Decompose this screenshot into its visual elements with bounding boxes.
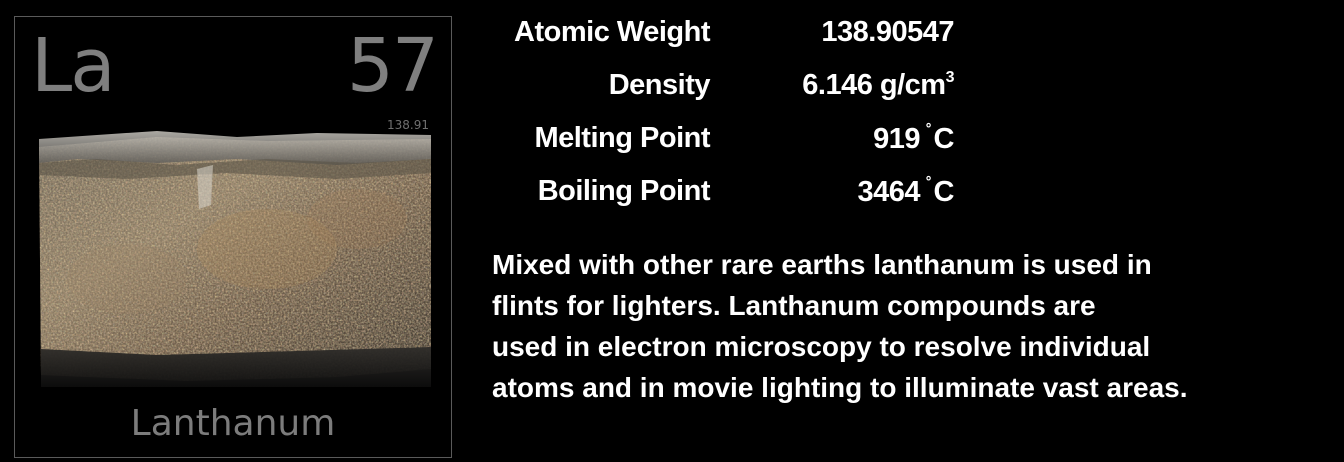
melting-point-unit: C <box>933 123 955 155</box>
density-superscript: 3 <box>945 69 955 86</box>
element-description: Mixed with other rare earths lanthanum i… <box>492 244 1312 408</box>
description-line: Mixed with other rare earths lanthanum i… <box>492 249 1152 280</box>
property-row-boiling-point: Boiling Point 3464 ˚C <box>480 169 960 222</box>
property-row-density: Density 6.146 g/cm3 <box>480 63 960 116</box>
property-row-melting-point: Melting Point 919 ˚C <box>480 116 960 169</box>
description-line: used in electron microscopy to resolve i… <box>492 331 1151 362</box>
density-value: 6.146 g/cm <box>802 69 946 101</box>
boiling-point-value: 3464 <box>857 176 921 208</box>
element-sample-image <box>39 131 431 387</box>
atomic-weight-value: 138.90547 <box>821 16 954 48</box>
atomic-number: 57 <box>346 23 439 109</box>
property-row-atomic-weight: Atomic Weight 138.90547 <box>480 10 960 63</box>
melting-point-label: Melting Point <box>534 122 710 154</box>
properties-table: Atomic Weight 138.90547 Density 6.146 g/… <box>480 10 960 222</box>
element-tile: La 57 138.91 <box>14 16 452 458</box>
degree-mark: ˚ <box>926 122 932 142</box>
description-line: atoms and in movie lighting to illuminat… <box>492 372 1188 403</box>
description-line: flints for lighters. Lanthanum compounds… <box>492 290 1096 321</box>
melting-point-value: 919 <box>873 123 921 155</box>
boiling-point-value-group: 3464 ˚C <box>857 175 955 209</box>
degree-mark: ˚ <box>926 175 932 195</box>
density-value-group: 6.146 g/cm3 <box>802 69 954 102</box>
boiling-point-label: Boiling Point <box>537 175 711 207</box>
atomic-weight-label: Atomic Weight <box>514 16 710 48</box>
boiling-point-unit: C <box>933 176 955 208</box>
atomic-weight-short: 138.91 <box>387 118 429 132</box>
density-label: Density <box>608 69 711 101</box>
melting-point-value-group: 919 ˚C <box>873 122 954 156</box>
element-symbol: La <box>31 23 116 109</box>
element-name: Lanthanum <box>130 403 336 444</box>
